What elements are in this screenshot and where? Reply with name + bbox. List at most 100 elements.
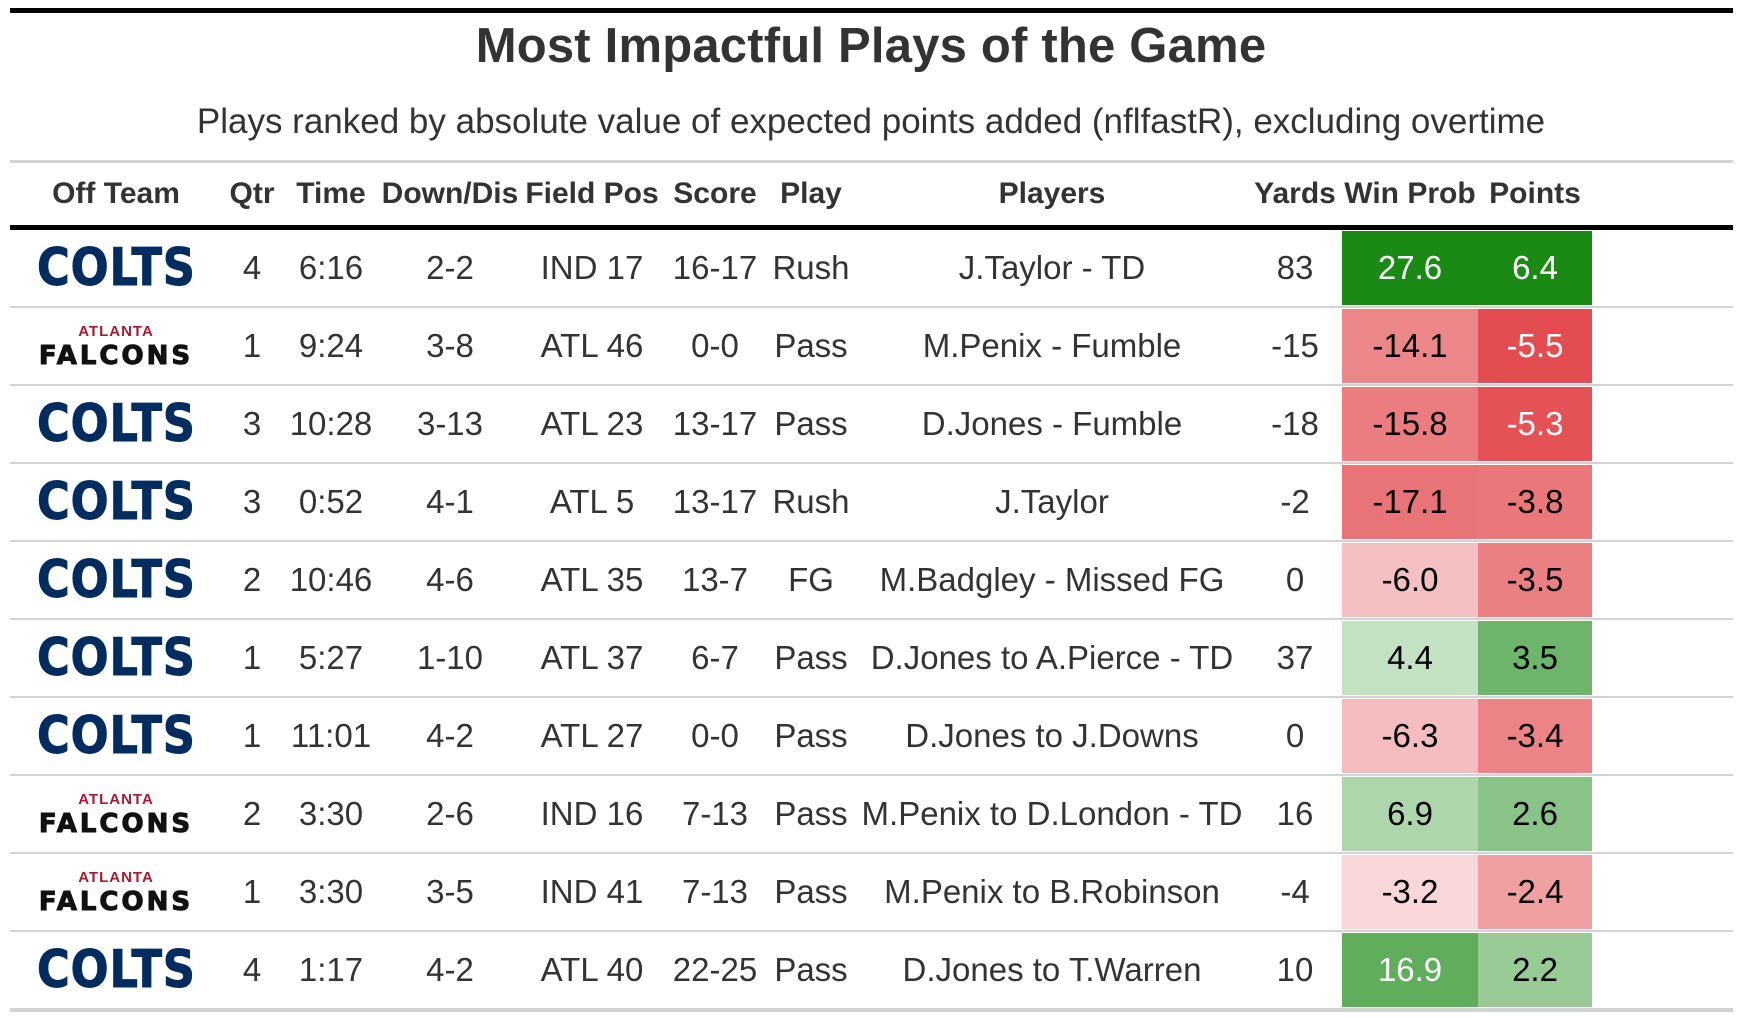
cell-play: Rush bbox=[772, 483, 850, 520]
chart-title: Most Impactful Plays of the Game bbox=[475, 19, 1267, 73]
cell-points: 3.5 bbox=[1478, 621, 1592, 695]
cell-score: 22-25 bbox=[672, 951, 758, 988]
cell-time: 9:24 bbox=[298, 327, 364, 364]
cell-players: D.Jones - Fumble bbox=[921, 405, 1183, 442]
cell-qtr: 1 bbox=[242, 327, 262, 364]
cell-wp: 6.9 bbox=[1342, 777, 1478, 851]
falcons-logo: ATLANTA FALCONS bbox=[10, 854, 222, 930]
cell-score: 13-17 bbox=[672, 483, 758, 520]
chart-subtitle: Plays ranked by absolute value of expect… bbox=[196, 102, 1546, 141]
col-header-team: Off Team bbox=[52, 177, 180, 210]
cell-qtr: 4 bbox=[242, 249, 262, 286]
cell-field: ATL 27 bbox=[540, 717, 644, 754]
colts-logo: COLTS bbox=[10, 698, 222, 774]
cell-points: -2.4 bbox=[1478, 855, 1592, 929]
cell-qtr: 2 bbox=[242, 795, 262, 832]
header-rule bbox=[10, 160, 1733, 163]
table-row: ATLANTA FALCONS 1 9:24 3-8 ATL 46 0-0 Pass M.Pen… bbox=[10, 308, 1733, 386]
col-header-wp: Win Prob bbox=[1344, 177, 1476, 210]
cell-qtr: 1 bbox=[242, 717, 262, 754]
col-header-time: Time bbox=[296, 177, 366, 210]
cell-play: Pass bbox=[774, 405, 848, 442]
cell-wp: -17.1 bbox=[1342, 465, 1478, 539]
cell-play: Rush bbox=[772, 249, 850, 286]
cell-down: 4-1 bbox=[426, 483, 474, 520]
colts-wordmark: COLTS bbox=[36, 472, 196, 532]
cell-score: 13-17 bbox=[672, 405, 758, 442]
colts-logo: COLTS bbox=[10, 464, 222, 540]
cell-play: Pass bbox=[774, 951, 848, 988]
cell-qtr: 1 bbox=[242, 873, 262, 910]
cell-points: 6.4 bbox=[1478, 231, 1592, 305]
cell-score: 7-13 bbox=[681, 795, 749, 832]
cell-field: ATL 23 bbox=[540, 405, 644, 442]
col-header-field: Field Pos bbox=[525, 177, 659, 210]
cell-score: 7-13 bbox=[681, 873, 749, 910]
cell-yards: 0 bbox=[1285, 561, 1305, 598]
cell-qtr: 1 bbox=[242, 639, 262, 676]
table-row: COLTS 1 11:01 4-2 ATL 27 0-0 Pass D.Jones to J.… bbox=[10, 698, 1733, 776]
cell-points: 2.6 bbox=[1478, 777, 1592, 851]
cell-points: -5.5 bbox=[1478, 309, 1592, 383]
cell-play: Pass bbox=[774, 327, 848, 364]
cell-field: ATL 35 bbox=[540, 561, 644, 598]
cell-wp: 27.6 bbox=[1342, 231, 1478, 305]
col-header-down: Down/Dis bbox=[381, 177, 519, 210]
cell-score: 0-0 bbox=[691, 717, 739, 754]
colts-wordmark: COLTS bbox=[36, 940, 196, 1000]
cell-wp: 4.4 bbox=[1342, 621, 1478, 695]
table-header: Off Team Qtr Time Down/Dis Field Pos Sco… bbox=[10, 163, 1733, 225]
cell-points: -3.4 bbox=[1478, 699, 1592, 773]
cell-play: Pass bbox=[774, 717, 848, 754]
cell-down: 2-6 bbox=[426, 795, 474, 832]
cell-wp: -6.0 bbox=[1342, 543, 1478, 617]
table-row: ATLANTA FALCONS 1 3:30 3-5 IND 41 7-13 Pass M.Pe… bbox=[10, 854, 1733, 932]
cell-yards: -18 bbox=[1271, 405, 1319, 442]
cell-time: 10:46 bbox=[289, 561, 373, 598]
cell-field: ATL 5 bbox=[549, 483, 635, 520]
falcons-logo: ATLANTA FALCONS bbox=[10, 776, 222, 852]
cell-field: IND 16 bbox=[540, 795, 644, 832]
plays-table: Off Team Qtr Time Down/Dis Field Pos Sco… bbox=[10, 163, 1733, 1012]
falcons-logo: ATLANTA FALCONS bbox=[10, 308, 222, 384]
colts-wordmark: COLTS bbox=[36, 550, 196, 610]
cell-down: 3-13 bbox=[416, 405, 484, 442]
falcons-wordmark-top: ATLANTA bbox=[78, 868, 154, 886]
cell-wp: 16.9 bbox=[1342, 933, 1478, 1007]
cell-points: -3.5 bbox=[1478, 543, 1592, 617]
cell-down: 3-5 bbox=[426, 873, 474, 910]
cell-play: FG bbox=[788, 561, 834, 598]
cell-down: 4-2 bbox=[426, 951, 474, 988]
cell-wp: -14.1 bbox=[1342, 309, 1478, 383]
cell-score: 0-0 bbox=[691, 327, 739, 364]
cell-field: IND 17 bbox=[540, 249, 644, 286]
cell-time: 0:52 bbox=[298, 483, 364, 520]
falcons-wordmark-main: FALCONS bbox=[38, 886, 194, 917]
cell-time: 3:30 bbox=[298, 873, 364, 910]
table-row: COLTS 2 10:46 4-6 ATL 35 13-7 FG M.Badgley - Mi… bbox=[10, 542, 1733, 620]
table-row: COLTS 3 10:28 3-13 ATL 23 13-17 Pass D.Jones - … bbox=[10, 386, 1733, 464]
cell-yards: -15 bbox=[1271, 327, 1319, 364]
falcons-wordmark-top: ATLANTA bbox=[78, 790, 154, 808]
table-row: COLTS 3 0:52 4-1 ATL 5 13-17 Rush J.Taylor -2 -17… bbox=[10, 464, 1733, 542]
cell-wp: -6.3 bbox=[1342, 699, 1478, 773]
cell-down: 4-2 bbox=[426, 717, 474, 754]
colts-logo: COLTS bbox=[10, 386, 222, 462]
cell-yards: -2 bbox=[1280, 483, 1310, 520]
colts-logo: COLTS bbox=[10, 230, 222, 306]
cell-score: 16-17 bbox=[672, 249, 758, 286]
cell-field: ATL 46 bbox=[540, 327, 644, 364]
top-rule bbox=[10, 8, 1733, 13]
cell-points: -3.8 bbox=[1478, 465, 1592, 539]
col-header-score: Score bbox=[673, 177, 757, 210]
cell-yards: 0 bbox=[1285, 717, 1305, 754]
cell-time: 6:16 bbox=[298, 249, 364, 286]
table-row: COLTS 4 1:17 4-2 ATL 40 22-25 Pass D.Jones to T… bbox=[10, 932, 1733, 1012]
cell-players: D.Jones to A.Pierce - TD bbox=[870, 639, 1234, 676]
cell-field: IND 41 bbox=[540, 873, 644, 910]
table-body: COLTS 4 6:16 2-2 IND 17 16-17 Rush J.Taylor - T… bbox=[10, 230, 1733, 1012]
cell-yards: 37 bbox=[1276, 639, 1314, 676]
colts-logo: COLTS bbox=[10, 932, 222, 1008]
cell-qtr: 3 bbox=[242, 483, 262, 520]
cell-yards: 16 bbox=[1276, 795, 1314, 832]
